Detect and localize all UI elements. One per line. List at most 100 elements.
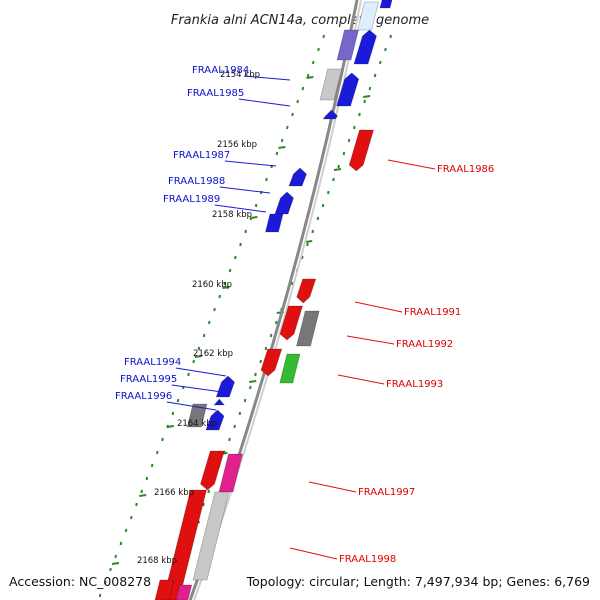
gene-green <box>279 353 301 384</box>
gene-features <box>154 0 393 600</box>
gene-minus-long <box>162 489 208 600</box>
outer-ruler-dot <box>202 502 205 507</box>
inner-ruler-dot <box>192 359 195 364</box>
inner-ruler-dot <box>119 541 123 546</box>
outer-ruler-dot <box>254 372 257 377</box>
inner-ruler-dot <box>244 229 247 234</box>
label-leader <box>243 75 291 81</box>
inner-ruler-dot <box>317 47 320 52</box>
inner-ruler-dot <box>239 242 242 247</box>
gene-label: FRAAL1997 <box>358 487 415 498</box>
tick-mark <box>278 146 286 149</box>
inner-ruler-dot <box>265 177 268 182</box>
accession-text: Accession: NC_008278 <box>9 574 151 589</box>
gene-label: FRAAL1996 <box>115 391 172 402</box>
gene-minus <box>200 450 225 491</box>
inner-ruler-dot <box>176 398 180 403</box>
inner-ruler-dot <box>218 294 221 299</box>
outer-ruler-dot <box>384 47 387 52</box>
inner-ruler-dot <box>234 255 237 260</box>
inner-ruler-dot <box>130 515 133 520</box>
inner-ruler-dot <box>202 333 206 338</box>
outer-ruler-dot <box>321 203 325 208</box>
gene-label: FRAAL1985 <box>187 88 244 99</box>
gene-plus-small <box>322 109 339 120</box>
inner-ruler-dot <box>109 567 112 572</box>
outer-ruler-dot <box>363 99 366 104</box>
outer-ruler-dash <box>363 95 371 98</box>
label-leader <box>308 481 357 493</box>
outer-ruler-dot <box>373 73 377 78</box>
gene-minus <box>348 129 375 172</box>
outer-ruler-dot <box>353 125 356 130</box>
label-leader <box>214 204 267 213</box>
inner-ruler-dot <box>114 554 117 559</box>
gene-label: FRAAL1994 <box>124 357 181 368</box>
tick-label: 2160 kbp <box>192 280 232 290</box>
gene-pink <box>218 453 244 493</box>
label-leader <box>346 335 395 345</box>
inner-ruler-dot <box>213 307 216 312</box>
inner-ruler-dot <box>187 372 190 377</box>
inner-ruler-dot <box>306 73 310 78</box>
gene-plus <box>335 72 360 107</box>
gene-plus <box>205 409 225 431</box>
label-leader <box>219 186 271 194</box>
outer-ruler-dot <box>379 60 382 65</box>
gene-label: FRAAL1993 <box>386 379 443 390</box>
map-title: Frankia alni ACN14a, complete genome <box>171 13 429 28</box>
outer-ruler-dot <box>243 398 247 403</box>
gene-light-fragment <box>356 1 380 31</box>
tick-label: 2162 kbp <box>193 349 233 359</box>
label-leader <box>238 98 291 107</box>
inner-ruler-dot <box>140 489 143 494</box>
inner-ruler-dot <box>275 151 279 156</box>
gene-label: FRAAL1991 <box>404 307 461 318</box>
inner-ruler-dot <box>291 112 294 117</box>
gene-plus <box>353 29 377 65</box>
inner-ruler-dot <box>104 580 107 585</box>
tick-mark <box>194 355 202 358</box>
outer-ruler-dot <box>332 177 335 182</box>
gene-labels: FRAAL1984 FRAAL1985 FRAAL1987 FRAAL1988 FRAA… <box>115 65 494 565</box>
gene-label: FRAAL1987 <box>173 150 230 161</box>
outer-ruler-dot <box>238 411 242 416</box>
inner-ruler-dot <box>156 450 159 455</box>
inner-ruler-dot <box>312 60 315 65</box>
tick-mark <box>139 494 147 497</box>
outer-ruler-dot <box>275 320 278 325</box>
outer-ruler-dot <box>311 229 314 234</box>
tick-label: 2164 kbp <box>177 419 217 429</box>
gene-label: FRAAL1988 <box>168 176 225 187</box>
gene-label: FRAAL1995 <box>120 374 177 385</box>
gene-light-long <box>192 491 230 581</box>
gene-minus <box>260 348 283 377</box>
inner-ruler-dot <box>145 476 149 481</box>
label-leader <box>171 384 223 393</box>
inner-ruler-dot <box>135 502 138 507</box>
gene-plus-fragment <box>379 0 393 9</box>
gene-minus <box>154 579 175 600</box>
inner-ruler-dot <box>197 346 201 351</box>
gene-minus <box>296 278 317 304</box>
inner-ruler-dot <box>161 437 164 442</box>
outer-ruler-dash <box>305 240 313 243</box>
label-leader <box>354 301 403 313</box>
gene-grey <box>295 310 320 347</box>
outer-ruler-dot <box>301 255 304 260</box>
tick-label: 2158 kbp <box>212 210 252 220</box>
label-leader <box>224 160 277 167</box>
inner-ruler-dot <box>171 411 175 416</box>
outer-ruler-dot <box>228 437 231 442</box>
inner-ruler-dot <box>286 125 289 130</box>
tick-mark <box>166 425 174 428</box>
inner-ruler-dot <box>280 138 284 143</box>
tick-mark <box>222 286 230 289</box>
gene-minus <box>279 305 304 341</box>
genome-summary-text: Topology: circular; Length: 7,497,934 bp… <box>246 574 590 589</box>
gene-plus-small <box>212 398 226 406</box>
tick-label: 2154 kbp <box>220 70 260 80</box>
inner-ruler-dot <box>254 203 258 208</box>
gene-pink <box>175 584 193 600</box>
